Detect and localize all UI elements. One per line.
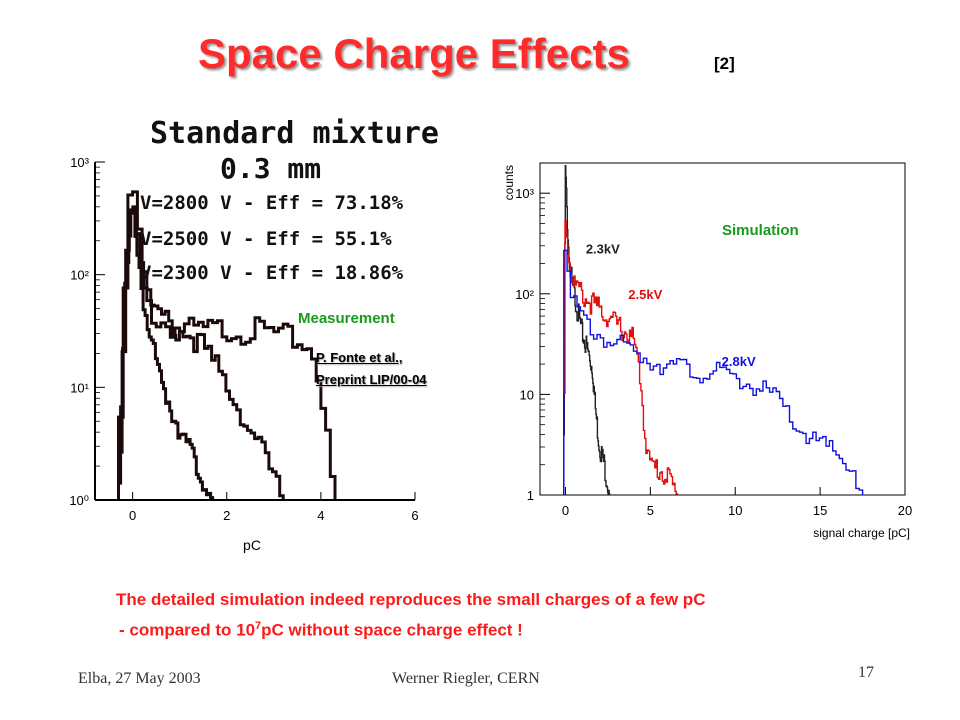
caption-line-2-post: pC without space charge effect ! (261, 620, 523, 640)
y-tick-label: 10 (520, 387, 534, 402)
simulation-chart: 0 5 10 15 20 1 10 10² 10³ signal charge [pC] count… (502, 162, 912, 540)
footer-date-location: Elba, 27 May 2003 (78, 670, 201, 687)
y-tick-label: 10⁰ (69, 493, 89, 508)
slide-title: Space Charge Effects (198, 30, 630, 77)
measurement-label: Measurement (298, 310, 395, 327)
x-axis-label: pC (243, 537, 261, 553)
x-tick-label: 2 (223, 508, 230, 523)
series-label: 2.5kV (628, 287, 662, 302)
caption-line-2-pre: - compared to 10 (119, 620, 256, 640)
title-reference: [2] (714, 54, 735, 73)
data-series-2 (117, 206, 215, 500)
data-series-0 (117, 190, 337, 500)
x-tick-label: 0 (129, 508, 136, 523)
caption-line-2-exponent: 7 (255, 620, 262, 632)
y-tick-label: 10¹ (70, 380, 89, 395)
measurement-chart-subtitle: 0.3 mm (220, 152, 322, 185)
y-tick-label: 10² (515, 287, 534, 302)
x-tick-label: 10 (728, 503, 742, 518)
data-series-1 (563, 220, 679, 495)
data-series-2 (563, 249, 864, 495)
y-tick-label: 1 (527, 488, 534, 503)
legend-entry-2300v: V=2300 V - Eff = 18.86% (140, 262, 404, 284)
y-tick-label: 10³ (515, 186, 534, 201)
y-tick-label: 10² (70, 268, 89, 283)
x-tick-label: 4 (317, 508, 324, 523)
legend-entry-2500v: V=2500 V - Eff = 55.1% (140, 228, 392, 250)
x-tick-label: 6 (411, 508, 418, 523)
caption-line-1: The detailed simulation indeed reproduce… (116, 590, 706, 609)
x-tick-label: 20 (898, 503, 912, 518)
x-tick-label: 0 (562, 503, 569, 518)
footer-author: Werner Riegler, CERN (392, 670, 540, 687)
legend-entry-2800v: V=2800 V - Eff = 73.18% (140, 192, 404, 214)
y-axis-label: counts (502, 165, 516, 200)
y-tick-label: 10³ (70, 155, 89, 170)
caption-line-2: - compared to 107pC without space charge… (119, 620, 523, 641)
x-tick-label: 5 (647, 503, 654, 518)
measurement-chart-title: Standard mixture (150, 116, 439, 151)
reference-authors: P. Fonte et al., (316, 350, 403, 365)
x-axis-label: signal charge [pC] (813, 526, 910, 540)
page-number: 17 (858, 664, 874, 681)
measurement-chart: 0 2 4 6 10⁰ 10¹ 10² 10³ pC (69, 155, 418, 553)
x-tick-label: 15 (813, 503, 827, 518)
simulation-label: Simulation (722, 222, 799, 239)
series-label: 2.8kV (722, 354, 756, 369)
data-series-0 (563, 165, 611, 495)
series-label: 2.3kV (586, 242, 620, 257)
reference-preprint: Preprint LIP/00-04 (316, 372, 427, 387)
plot-frame (539, 162, 906, 496)
data-series-1 (117, 205, 285, 500)
